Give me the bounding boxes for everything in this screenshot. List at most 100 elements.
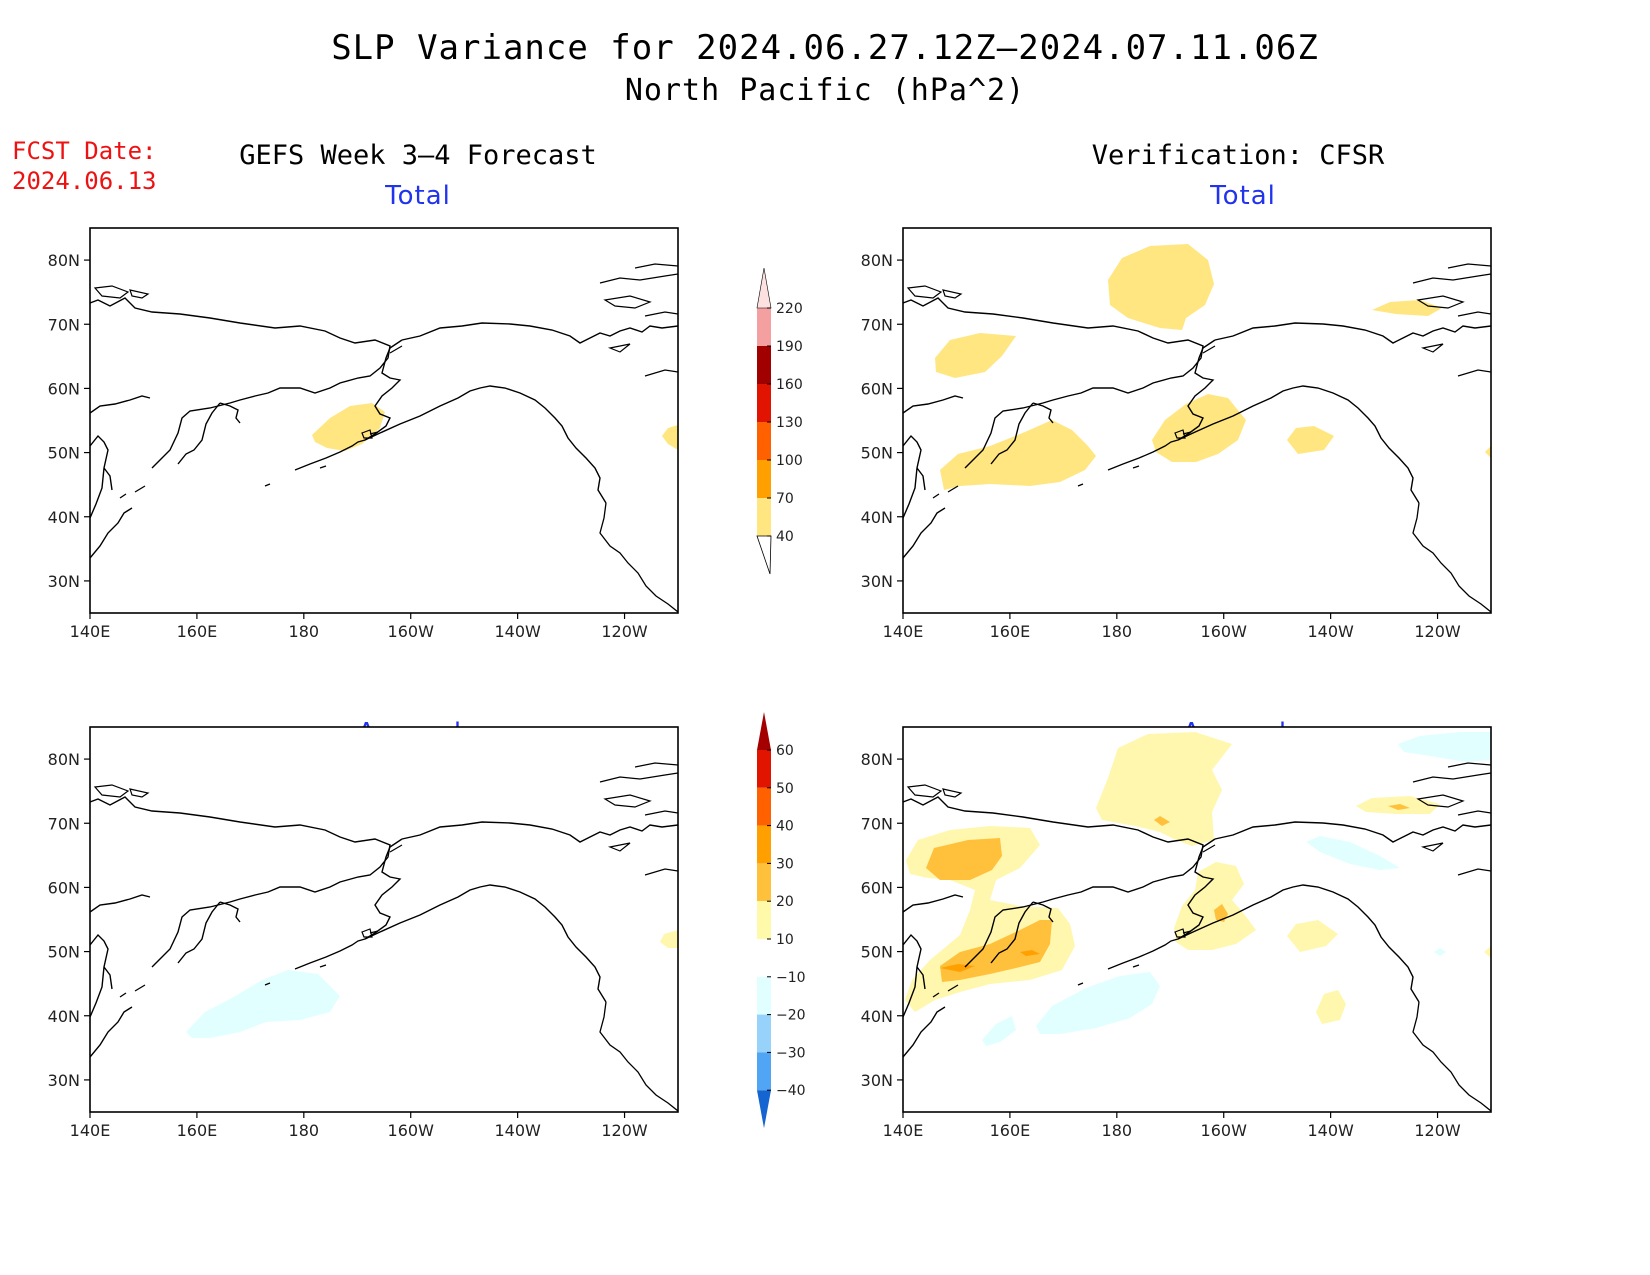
colorbar-anomaly: 60 50 40 30 20 10 −10 −20 −30 −40	[757, 712, 806, 1129]
colorbar-anomaly-swatch	[757, 1052, 771, 1091]
colorbar-anomaly-top-arrow	[757, 712, 771, 750]
lon-label-forecast-total: 140E	[70, 622, 111, 641]
colorbar-total-label: 130	[776, 415, 803, 431]
colorbar-anomaly-label: 20	[776, 894, 794, 910]
shade-verif-anom-cyan-central	[1036, 972, 1160, 1034]
shade-verif-anom-cyan-tiny	[1434, 948, 1446, 956]
lon-label-forecast-total: 180	[289, 622, 320, 641]
lon-label-verification-anomaly: 160E	[990, 1121, 1031, 1140]
colorbar-anomaly-label: −30	[776, 1045, 806, 1061]
lat-label-forecast-anomaly: 50N	[48, 943, 80, 962]
colorbar-total-swatch	[757, 460, 771, 498]
lon-label-forecast-total: 160W	[388, 622, 435, 641]
lon-label-verification-anomaly: 140E	[883, 1121, 924, 1140]
shade-forecast-anom-negative	[186, 970, 340, 1038]
lon-label-verification-anomaly: 180	[1102, 1121, 1133, 1140]
shade-forecast-anom-east	[660, 930, 678, 948]
panel-forecast-total	[89, 227, 679, 614]
lat-label-verification-total: 70N	[861, 315, 893, 334]
lat-label-forecast-anomaly: 60N	[48, 878, 80, 897]
lat-label-forecast-anomaly: 70N	[48, 814, 80, 833]
colorbar-total: 40 70 100 130 160 190 220	[756, 267, 803, 575]
shade-verif-anom-cyan-arctic	[1398, 732, 1491, 762]
colorbar-total-bottom-arrow	[756, 535, 772, 575]
shade-verif-anom-gulf	[1287, 920, 1338, 952]
shade-verif-anom-orange-spot1	[1154, 816, 1170, 826]
colorbar-anomaly-swatch	[757, 939, 771, 977]
lon-label-forecast-anomaly: 160W	[388, 1121, 435, 1140]
shade-verif-anom-east	[1484, 946, 1491, 958]
column-title-forecast: GEFS Week 3–4 Forecast	[239, 140, 597, 171]
colorbar-anomaly-swatch	[757, 901, 771, 939]
lon-label-verification-total: 160E	[990, 622, 1031, 641]
main-title-line1: SLP Variance for 2024.06.27.12Z–2024.07.…	[331, 28, 1319, 68]
lat-label-verification-total: 30N	[861, 572, 893, 591]
lon-label-forecast-total: 160E	[177, 622, 218, 641]
colorbar-total-swatch	[757, 422, 771, 460]
panel-verification-anomaly	[902, 726, 1492, 1113]
lon-label-verification-anomaly: 140W	[1307, 1121, 1354, 1140]
lat-label-forecast-total: 50N	[48, 444, 80, 463]
colorbar-anomaly-label: 40	[776, 819, 794, 835]
shade-verif-anom-arctic	[1096, 732, 1232, 846]
lat-label-forecast-anomaly: 30N	[48, 1071, 80, 1090]
lon-label-verification-total: 140W	[1307, 622, 1354, 641]
colorbar-anomaly-swatch	[757, 863, 771, 902]
forecast-date-label: FCST Date:	[12, 137, 157, 165]
lat-label-forecast-total: 60N	[48, 379, 80, 398]
colorbar-total-swatch	[757, 384, 771, 422]
lon-label-forecast-total: 140W	[494, 622, 541, 641]
lat-label-verification-anomaly: 40N	[861, 1007, 893, 1026]
shade-verif-anom-cyan-mid	[1306, 836, 1400, 870]
colorbar-anomaly-swatch	[757, 750, 771, 788]
colorbar-total-swatch	[757, 498, 771, 536]
colorbar-anomaly-label: −20	[776, 1008, 806, 1024]
lon-label-forecast-anomaly: 140E	[70, 1121, 111, 1140]
lat-label-forecast-anomaly: 40N	[48, 1007, 80, 1026]
lon-label-forecast-anomaly: 120W	[601, 1121, 648, 1140]
shade-verif-anom-orange-spot3	[1388, 804, 1410, 810]
colorbar-anomaly-swatch	[757, 825, 771, 864]
colorbar-anomaly-label: 50	[776, 781, 794, 797]
forecast-date-value: 2024.06.13	[12, 167, 157, 195]
colorbar-total-swatch	[757, 308, 771, 346]
lon-label-verification-total: 180	[1102, 622, 1133, 641]
colorbar-anomaly-swatch	[757, 787, 771, 826]
colorbar-anomaly-label: −10	[776, 970, 806, 986]
panel-forecast-anomaly	[89, 726, 679, 1113]
lat-label-verification-anomaly: 50N	[861, 943, 893, 962]
colorbar-anomaly-label: 30	[776, 856, 794, 872]
shade-verif-total-east	[1485, 446, 1491, 458]
colorbar-anomaly-swatch	[757, 1014, 771, 1053]
shade-verif-total-siberia	[935, 333, 1016, 378]
lat-label-forecast-total: 40N	[48, 508, 80, 527]
colorbar-anomaly-swatch	[757, 976, 771, 1015]
lat-label-verification-total: 50N	[861, 444, 893, 463]
axis-ticks: 80N 70N 60N 50N 40N 30N 140E 160E 180 160W 140W 120…	[48, 251, 1461, 1140]
lon-label-forecast-total: 120W	[601, 622, 648, 641]
lat-label-verification-anomaly: 30N	[861, 1071, 893, 1090]
shade-verif-anom-orange-spot2	[1214, 904, 1228, 922]
colorbar-total-label: 190	[776, 339, 803, 355]
shade-verif-anom-siberia-orange	[926, 838, 1002, 880]
colorbar-total-label: 40	[776, 529, 794, 545]
shade-verif-anom-small	[1316, 990, 1346, 1024]
lon-label-verification-total: 120W	[1414, 622, 1461, 641]
lon-label-forecast-anomaly: 140W	[494, 1121, 541, 1140]
lon-label-verification-anomaly: 160W	[1201, 1121, 1248, 1140]
colorbar-total-label: 100	[776, 453, 803, 469]
colorbar-anomaly-label: 10	[776, 932, 794, 948]
colorbar-anomaly-bottom-arrow	[757, 1090, 771, 1129]
colorbar-anomaly-label: 60	[776, 743, 794, 759]
colorbar-total-label: 160	[776, 377, 803, 393]
column-title-verification: Verification: CFSR	[1091, 140, 1385, 171]
lon-label-verification-total: 160W	[1201, 622, 1248, 641]
colorbar-total-label: 220	[776, 301, 803, 317]
colorbar-anomaly-label: −40	[776, 1083, 806, 1099]
shade-verif-total-arctic	[1108, 244, 1214, 330]
subtitle-forecast-total: Total	[385, 181, 451, 211]
lon-label-forecast-anomaly: 160E	[177, 1121, 218, 1140]
subtitle-verification-total: Total	[1210, 181, 1276, 211]
panel-verification-total	[902, 227, 1492, 614]
shade-verif-total-gulf	[1287, 426, 1334, 454]
